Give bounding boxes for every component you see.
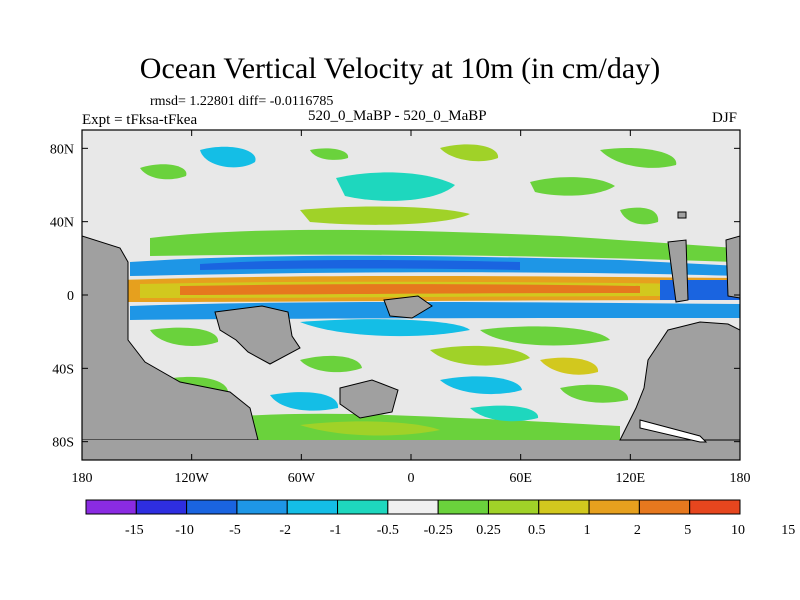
- x-tick-label: 180: [72, 471, 93, 486]
- colorbar-label: 0.25: [476, 523, 501, 538]
- land-masses: [82, 211, 740, 460]
- x-tick-label: 180: [730, 471, 751, 486]
- chart-subtitle: 520_0_MaBP - 520_0_MaBP: [308, 108, 487, 124]
- x-tick-label: 60E: [509, 471, 532, 486]
- colorbar-swatch: [236, 499, 288, 515]
- plot-area: [82, 130, 740, 460]
- y-tick-label: 40N: [50, 216, 74, 231]
- y-tick-label: 0: [67, 289, 74, 304]
- colorbar-swatch: [588, 499, 640, 515]
- colorbar-label: -5: [229, 523, 241, 538]
- x-tick-label: 0: [408, 471, 415, 486]
- colorbar-swatch: [487, 499, 540, 515]
- colorbar-swatch: [538, 499, 590, 515]
- colorbar-label: 5: [684, 523, 691, 538]
- colorbar-label: -1: [330, 523, 342, 538]
- x-tick-label: 120W: [175, 471, 210, 486]
- rmsd-diff-stats: rmsd= 1.22801 diff= -0.0116785: [150, 94, 334, 109]
- x-tick-label: 120E: [616, 471, 646, 486]
- northern-patches: [140, 144, 677, 225]
- colorbar-label: -10: [175, 523, 194, 538]
- colorbar-swatch: [186, 499, 238, 515]
- colorbar: -15 -10 -5 -2 -1 -0.5 -0.25 0.25 0.5 1 2 5 10 15: [85, 499, 795, 538]
- colorbar-label: 2: [634, 523, 641, 538]
- y-tick-label: 40S: [52, 362, 74, 377]
- equatorial-north-bands: [130, 206, 740, 276]
- season-label: DJF: [712, 110, 738, 126]
- x-tick-label: 60W: [288, 471, 316, 486]
- colorbar-label: -0.25: [424, 523, 453, 538]
- colorbar-label: -0.5: [377, 523, 399, 538]
- experiment-label: Expt = tFksa-tFkea: [82, 112, 198, 128]
- colorbar-swatch: [437, 499, 489, 515]
- colorbar-label: -15: [125, 523, 144, 538]
- colorbar-swatch: [638, 499, 691, 515]
- colorbar-label: 15: [781, 523, 795, 538]
- y-tick-label: 80N: [50, 142, 74, 157]
- colorbar-label: 10: [731, 523, 745, 538]
- y-tick-label: 80S: [52, 436, 74, 451]
- chart-title: Ocean Vertical Velocity at 10m (in cm/da…: [139, 52, 661, 85]
- colorbar-label: 1: [584, 523, 591, 538]
- equatorial-upwelling-band: [120, 276, 740, 302]
- colorbar-swatch: [135, 499, 188, 515]
- colorbar-swatch: [85, 499, 137, 515]
- colorbar-label: 0.5: [528, 523, 546, 538]
- colorbar-swatch: [689, 499, 741, 515]
- axes: 180 120W 60W 0 60E 120E 180 80N 40N 0 40S 80S: [50, 130, 751, 486]
- colorbar-swatch: [387, 499, 439, 515]
- colorbar-swatch: [286, 499, 339, 515]
- colorbar-label: -2: [279, 523, 291, 538]
- colorbar-swatch: [337, 499, 389, 515]
